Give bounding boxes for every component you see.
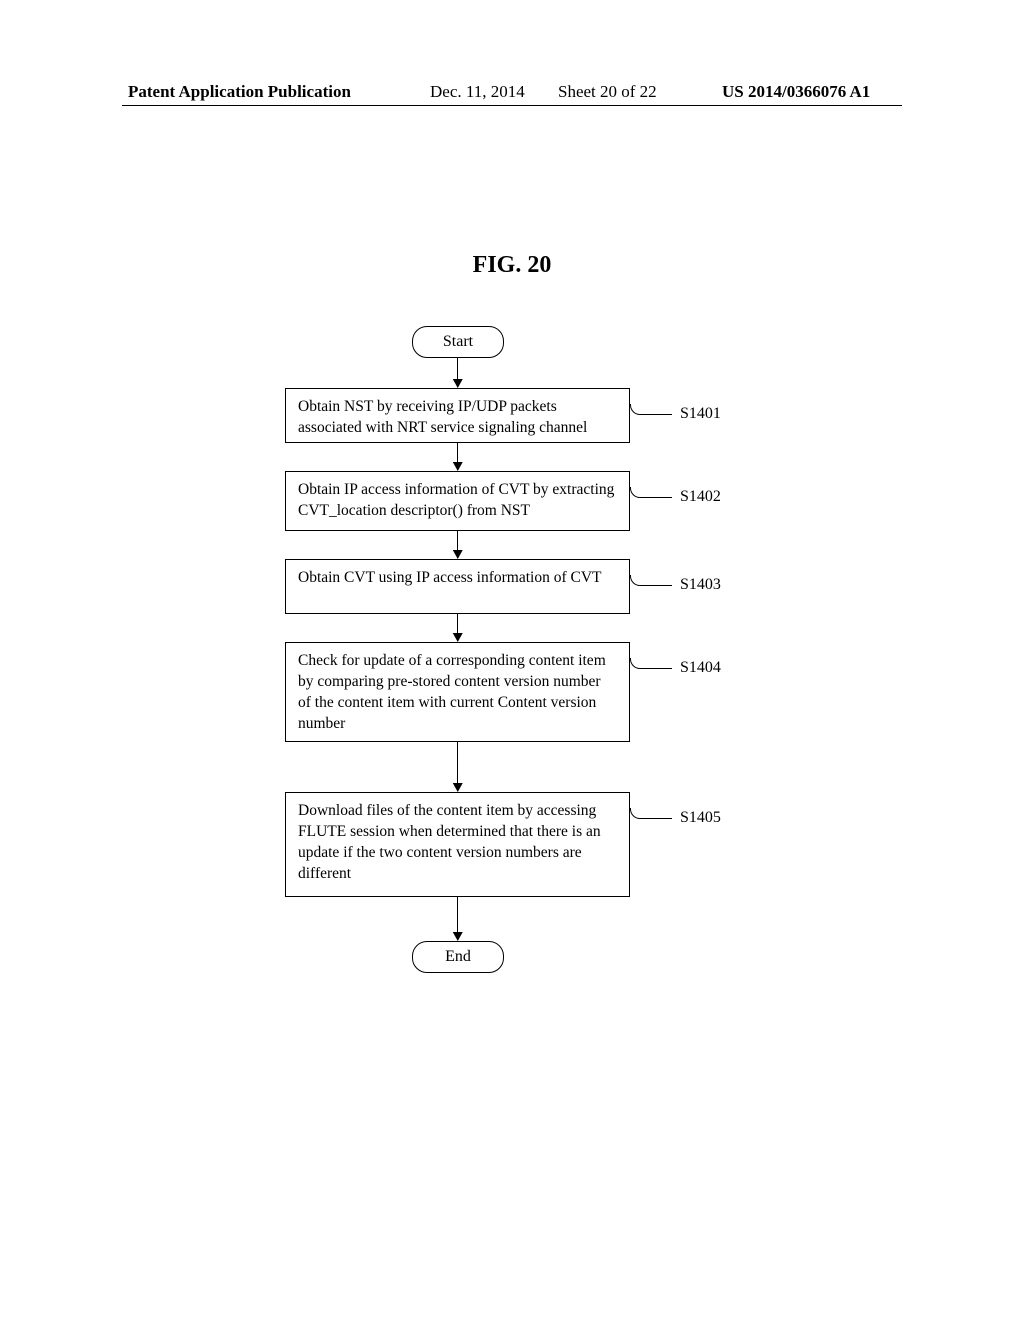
process-step: Check for update of a corresponding cont… (285, 642, 630, 742)
label-lead-curve (630, 808, 647, 819)
process-step: Obtain IP access information of CVT by e… (285, 471, 630, 531)
process-step: Obtain NST by receiving IP/UDP packets a… (285, 388, 630, 443)
step-label: S1405 (680, 809, 721, 827)
label-lead-line (646, 668, 672, 669)
label-lead-curve (630, 404, 647, 415)
arrow-head-icon (453, 379, 463, 388)
header-rule (122, 105, 902, 106)
process-step: Download files of the content item by ac… (285, 792, 630, 897)
sheet-number: Sheet 20 of 22 (558, 82, 657, 102)
publication-date: Dec. 11, 2014 (430, 82, 525, 102)
publication-number: US 2014/0366076 A1 (722, 82, 870, 102)
step-label: S1403 (680, 576, 721, 594)
label-lead-curve (630, 487, 647, 498)
step-label: S1404 (680, 659, 721, 677)
label-lead-line (646, 414, 672, 415)
label-lead-curve (630, 575, 647, 586)
publication-type: Patent Application Publication (128, 82, 351, 102)
flow-arrow (457, 897, 458, 932)
flow-arrow (457, 531, 458, 550)
label-lead-line (646, 585, 672, 586)
process-step: Obtain CVT using IP access information o… (285, 559, 630, 614)
arrow-head-icon (453, 462, 463, 471)
arrow-head-icon (453, 550, 463, 559)
label-lead-curve (630, 658, 647, 669)
flow-arrow (457, 443, 458, 462)
arrow-head-icon (453, 633, 463, 642)
terminal-end: End (412, 941, 504, 973)
label-lead-line (646, 818, 672, 819)
terminal-start: Start (412, 326, 504, 358)
flow-arrow (457, 614, 458, 633)
label-lead-line (646, 497, 672, 498)
arrow-head-icon (453, 783, 463, 792)
flow-arrow (457, 358, 458, 379)
figure-title: FIG. 20 (0, 252, 1024, 279)
step-label: S1402 (680, 488, 721, 506)
step-label: S1401 (680, 405, 721, 423)
flow-arrow (457, 742, 458, 783)
arrow-head-icon (453, 932, 463, 941)
